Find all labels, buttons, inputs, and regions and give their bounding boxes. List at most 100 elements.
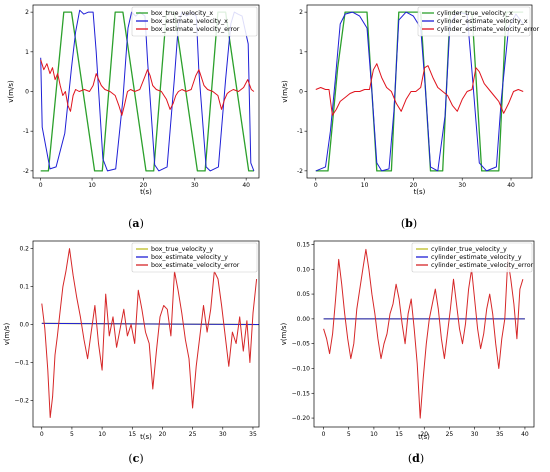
x-tick-label: 25	[446, 431, 454, 438]
legend-entry-label: box_estimate_velocity_x	[151, 18, 228, 25]
x-tick-label: 30	[191, 182, 199, 189]
x-tick-label: 10	[88, 182, 96, 189]
series-line-box-estimate-velocity-x	[40, 9, 255, 172]
caption-open: (	[401, 217, 405, 230]
legend-entry-label: cylinder_true_velocity_x	[437, 10, 513, 17]
chart-panel-b: 0 10 20 30 40 -2 -1 0 1 2 t(s) v(m/s) cylinder_true_…	[281, 4, 540, 230]
x-tick-label: 20	[410, 182, 418, 189]
y-tick-label: -2	[23, 168, 29, 175]
series-line-cylinder-estimate-velocity-error	[315, 63, 524, 116]
y-tick-label: -2	[297, 168, 303, 175]
x-tick-label: 0	[322, 431, 326, 438]
x-axis-label: t(s)	[418, 433, 430, 441]
x-tick-label: 20	[420, 431, 428, 438]
chart-panel-a: 0 10 20 30 40 -2 -1 0 1 2 t(s) v(m/s) box_true_veloc…	[7, 4, 260, 230]
y-tick-label: 0	[299, 89, 303, 96]
panel-caption: (c)	[128, 452, 143, 465]
legend-entry-label: cylinder_estimate_velocity_x	[437, 18, 528, 25]
y-axis-label: v(m/s)	[7, 80, 15, 103]
x-tick-label: 40	[242, 182, 250, 189]
y-tick-label: 0	[25, 89, 29, 96]
legend-box	[417, 6, 531, 37]
y-tick-label: −0.05	[292, 341, 311, 348]
x-tick-label: 20	[140, 182, 148, 189]
x-tick-label: 10	[370, 431, 378, 438]
legend-entry-label: box_true_velocity_y	[151, 246, 213, 253]
y-tick-label: 0.05	[297, 291, 311, 298]
legend-entry-label: box_estimate_velocity_error	[151, 26, 240, 33]
caption-open: (	[128, 452, 132, 465]
y-tick-label: −0.15	[292, 390, 311, 397]
x-tick-label: 30	[219, 431, 227, 438]
y-tick-label: 0.00	[297, 316, 311, 323]
panel-caption: (a)	[128, 217, 144, 230]
series-line-cylinder-estimate-velocity-error	[323, 248, 524, 419]
y-tick-label: 1	[299, 49, 303, 56]
caption-close: )	[140, 217, 144, 230]
x-tick-label: 0	[314, 182, 318, 189]
x-tick-label: 40	[507, 182, 515, 189]
series-line-box-estimate-velocity-y	[41, 322, 260, 325]
x-axis-label: t(s)	[140, 188, 152, 196]
series-line-box-estimate-velocity-error	[41, 248, 258, 418]
x-axis-label: t(s)	[414, 188, 426, 196]
y-tick-label: 0.2	[19, 246, 29, 253]
y-axis-label: v(m/s)	[280, 323, 288, 346]
series-line-cylinder-estimate-velocity-x	[315, 11, 524, 172]
legend: cylinder_true_velocity_xcylinder_estimat…	[417, 6, 540, 37]
x-tick-label: 40	[521, 431, 529, 438]
caption-letter: c	[133, 452, 140, 465]
y-tick-label: −0.1	[14, 359, 29, 366]
y-tick-label: 0.15	[297, 241, 311, 248]
x-axis-label: t(s)	[140, 433, 152, 441]
panel-caption: (b)	[401, 217, 417, 230]
caption-letter: a	[132, 217, 139, 230]
legend: box_true_velocity_xbox_estimate_velocity…	[131, 6, 258, 37]
legend-box	[131, 242, 258, 273]
caption-close: )	[420, 452, 424, 465]
legend: cylinder_true_velocity_ycylinder_estimat…	[411, 242, 534, 273]
caption-close: )	[413, 217, 417, 230]
y-tick-label: 0.10	[297, 266, 311, 273]
x-tick-label: 35	[496, 431, 504, 438]
x-tick-label: 10	[98, 431, 106, 438]
x-tick-label: 35	[249, 431, 257, 438]
x-tick-label: 20	[159, 431, 167, 438]
y-tick-label: 0.0	[19, 322, 29, 329]
legend-entry-label: cylinder_estimate_velocity_y	[431, 254, 522, 261]
y-axis-label: v(m/s)	[3, 323, 11, 346]
legend-entry-label: cylinder_estimate_velocity_error	[437, 26, 540, 33]
x-tick-label: 25	[189, 431, 197, 438]
legend-box	[411, 242, 533, 273]
y-tick-label: -1	[297, 128, 303, 135]
x-tick-label: 15	[128, 431, 136, 438]
x-tick-label: 30	[471, 431, 479, 438]
y-tick-label: 0.1	[19, 284, 29, 291]
caption-letter: d	[412, 452, 420, 465]
legend-entry-label: box_true_velocity_x	[151, 10, 213, 17]
x-tick-label: 10	[361, 182, 369, 189]
y-tick-label: -1	[23, 128, 29, 135]
legend: box_true_velocity_ybox_estimate_velocity…	[131, 242, 258, 273]
x-tick-label: 0	[40, 431, 44, 438]
series-line-box-estimate-velocity-error	[40, 59, 255, 116]
chart-panel-d: 0 5 10 15 20 25 30 35 40 −0.20 −0.15 −0.10 −0.05 0.00…	[280, 240, 535, 465]
legend-box	[131, 6, 258, 37]
legend-entry-label: box_estimate_velocity_y	[151, 254, 228, 261]
x-tick-label: 30	[458, 182, 466, 189]
chart-panel-c: 0 5 10 15 20 25 30 35 −0.2 −0.1 0.0 0.1 0.2 t(s) v(m/s…	[3, 240, 260, 465]
x-tick-label: 0	[39, 182, 43, 189]
caption-open: (	[408, 452, 412, 465]
y-tick-label: −0.10	[292, 365, 311, 372]
legend-entry-label: cylinder_estimate_velocity_error	[431, 262, 534, 269]
y-tick-label: 2	[25, 9, 29, 16]
x-tick-label: 5	[70, 431, 74, 438]
plot-frame	[32, 240, 260, 428]
x-tick-label: 5	[347, 431, 351, 438]
legend-entry-label: box_estimate_velocity_error	[151, 262, 240, 269]
legend-entry-label: cylinder_true_velocity_y	[431, 246, 507, 253]
caption-letter: b	[405, 217, 413, 230]
caption-close: )	[139, 452, 143, 465]
y-tick-label: −0.20	[292, 415, 311, 422]
